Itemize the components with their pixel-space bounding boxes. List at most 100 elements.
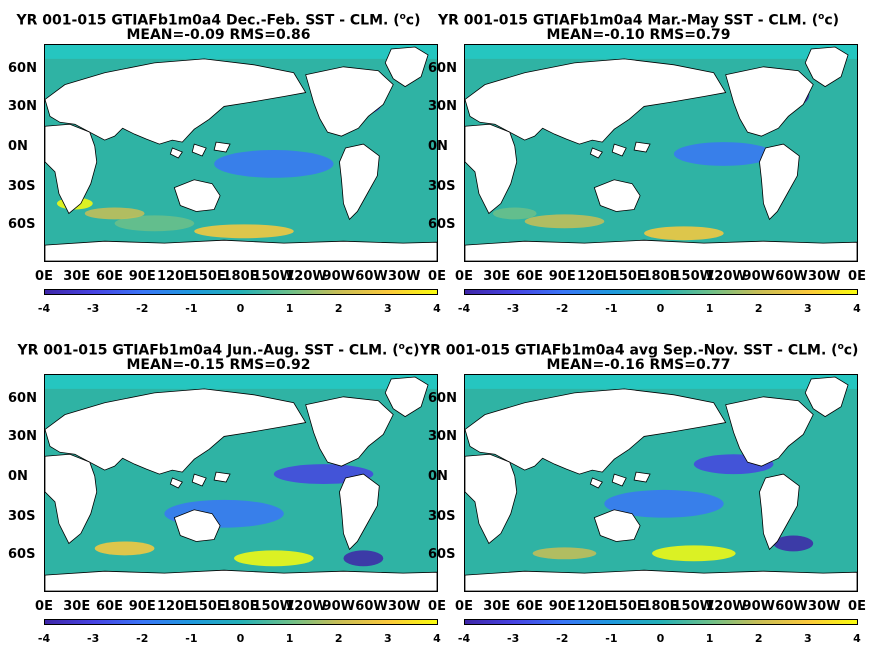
- landmass: [611, 473, 627, 487]
- latitude-label: 60S: [8, 547, 36, 562]
- sst-anomaly-map: [44, 44, 438, 262]
- latitude-label: 0N: [8, 469, 28, 484]
- colorbar-tick-label: 1: [705, 302, 714, 315]
- colorbar-tick-label: 3: [384, 632, 392, 645]
- landmass: [213, 141, 231, 153]
- longitude-label: 30E: [63, 269, 91, 284]
- colorbar-tick-label: -4: [457, 632, 471, 645]
- map-canvas: [45, 375, 437, 591]
- colorbar-tick-label: 1: [285, 632, 294, 645]
- colorbar-tick-label: -3: [507, 632, 520, 645]
- colorbar: [464, 289, 858, 295]
- landmass: [804, 376, 849, 418]
- sea-ice-band: [465, 375, 857, 389]
- longitude-label: 30E: [63, 599, 91, 614]
- anomaly-patch: [84, 207, 145, 220]
- colorbar-tick-label: -4: [37, 632, 51, 645]
- anomaly-patch: [234, 550, 314, 567]
- landmass: [213, 471, 231, 483]
- anomaly-patch: [343, 550, 384, 567]
- longitude-label: 90E: [128, 599, 156, 614]
- landmass: [191, 143, 207, 157]
- longitude-label: 30E: [483, 269, 511, 284]
- landmass: [191, 473, 207, 487]
- colorbar-tick-label: -1: [605, 302, 618, 315]
- longitude-label: 0E: [455, 599, 473, 614]
- latitude-label: 0N: [428, 469, 448, 484]
- colorbar-tick-label: 4: [433, 302, 441, 315]
- landmass: [633, 471, 651, 483]
- longitude-label: 30W: [808, 599, 841, 614]
- landmass: [804, 46, 849, 88]
- colorbar-tick-label: -1: [185, 632, 198, 645]
- colorbar-tick-label: -2: [136, 632, 149, 645]
- panel-title: YR 001-015 GTIAFb1m0a4 Dec.-Feb. SST - C…: [16, 12, 421, 29]
- colorbar-tick-label: 0: [236, 632, 245, 645]
- colorbar-tick-label: 3: [384, 302, 392, 315]
- landmass: [339, 473, 380, 551]
- landmass: [465, 239, 857, 261]
- landmass: [45, 239, 437, 261]
- latitude-label: 60N: [428, 61, 457, 76]
- panel-stats: MEAN=-0.10 RMS=0.79: [546, 27, 731, 43]
- colorbar-tick-label: 1: [705, 632, 714, 645]
- longitude-label: 30W: [808, 269, 841, 284]
- latitude-label: 60S: [8, 217, 36, 232]
- landmass: [759, 143, 800, 221]
- panel-stats: MEAN=-0.15 RMS=0.92: [126, 357, 311, 373]
- panel-title: YR 001-015 GTIAFb1m0a4 Jun.-Aug. SST - C…: [17, 342, 420, 359]
- longitude-label: 60E: [516, 269, 543, 284]
- longitude-label: 0E: [848, 599, 866, 614]
- latitude-label: 60S: [428, 217, 456, 232]
- colorbar-tick-label: 4: [853, 302, 861, 315]
- anomaly-patch: [604, 489, 724, 518]
- landmass: [465, 388, 727, 475]
- anomaly-patch: [524, 214, 605, 229]
- landmass: [465, 453, 518, 545]
- longitude-label: 60W: [775, 269, 808, 284]
- longitude-label: 150W: [252, 269, 294, 284]
- colorbar-tick-label: 3: [804, 302, 812, 315]
- anomaly-patch: [532, 547, 597, 560]
- map-canvas: [465, 45, 857, 261]
- longitude-label: 180E: [642, 599, 679, 614]
- longitude-label: 120W: [285, 269, 327, 284]
- longitude-label: 0E: [848, 269, 866, 284]
- landmass: [305, 66, 394, 137]
- sea-ice-band: [465, 45, 857, 59]
- landmass: [169, 147, 183, 159]
- landmass: [593, 509, 641, 542]
- anomaly-patch: [644, 226, 724, 241]
- colorbar-tick-label: 0: [656, 302, 665, 315]
- latitude-label: 0N: [8, 139, 28, 154]
- sst-anomaly-map: [464, 44, 858, 262]
- longitude-label: 150E: [609, 269, 646, 284]
- anomaly-patch: [652, 545, 736, 562]
- longitude-label: 60W: [775, 599, 808, 614]
- landmass: [593, 179, 641, 212]
- anomaly-patch: [492, 207, 537, 220]
- latitude-label: 30N: [8, 99, 37, 114]
- colorbar: [44, 289, 438, 295]
- latitude-label: 0N: [428, 139, 448, 154]
- latitude-label: 30N: [8, 429, 37, 444]
- sst-anomaly-map: [464, 374, 858, 592]
- landmass: [759, 473, 800, 551]
- longitude-label: 120E: [156, 269, 194, 284]
- colorbar-tick-label: -1: [605, 632, 618, 645]
- longitude-label: 120E: [576, 269, 614, 284]
- landmass: [384, 376, 429, 418]
- anomaly-patch: [673, 142, 774, 166]
- colorbar-tick-label: -3: [507, 302, 520, 315]
- landmass: [45, 569, 437, 591]
- colorbar: [44, 619, 438, 625]
- longitude-label: 90W: [742, 269, 775, 284]
- longitude-label: 150W: [252, 599, 294, 614]
- longitude-label: 0E: [35, 599, 53, 614]
- longitude-label: 150E: [189, 269, 226, 284]
- longitude-label: 60W: [355, 599, 388, 614]
- landmass: [45, 388, 307, 475]
- landmass: [589, 147, 603, 159]
- landmass: [173, 179, 221, 212]
- colorbar-tick-label: -2: [556, 302, 569, 315]
